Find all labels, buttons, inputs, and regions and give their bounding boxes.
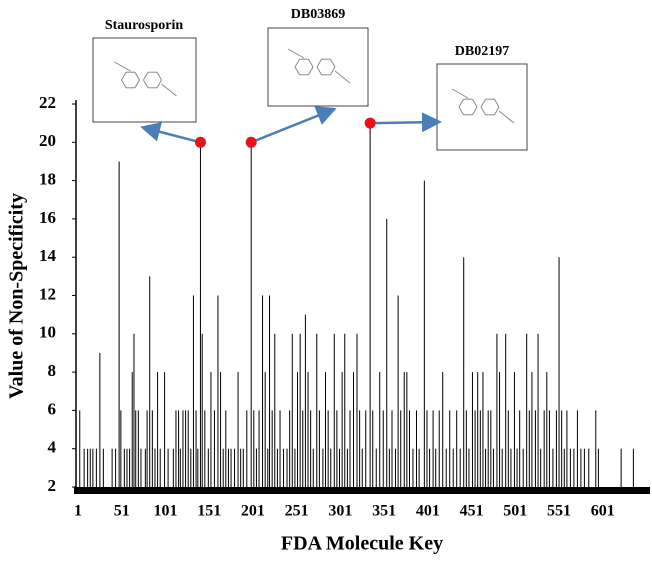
bond	[287, 48, 305, 59]
bond	[156, 79, 162, 89]
bond	[498, 110, 515, 124]
molecule-structure	[287, 48, 351, 84]
x-tick-label: 401	[416, 503, 440, 520]
y-tick-label: 16	[39, 208, 56, 227]
bond	[458, 98, 464, 108]
bond	[308, 66, 314, 76]
bond	[480, 98, 486, 108]
bond	[472, 106, 478, 116]
bond	[494, 106, 500, 116]
x-tick-label: 251	[285, 503, 309, 520]
x-tick-label: 51	[114, 503, 130, 520]
bond	[114, 61, 131, 72]
y-axis-label: Value of Non-Specificity	[6, 193, 28, 399]
x-tick-label: 551	[547, 503, 571, 520]
x-tick-label: 501	[503, 503, 527, 520]
bond	[451, 88, 469, 99]
bond	[334, 70, 351, 84]
highlight-point	[194, 136, 206, 148]
bond	[330, 58, 336, 68]
annotation-arrow	[250, 106, 337, 144]
bond	[330, 66, 336, 76]
x-axis-band	[74, 487, 650, 494]
bond	[494, 98, 500, 108]
y-tick-label: 12	[39, 284, 56, 303]
y-tick-label: 14	[39, 246, 57, 265]
highlight-point	[245, 136, 257, 148]
bond	[316, 58, 322, 68]
x-tick-label: 601	[591, 503, 615, 520]
bond	[472, 98, 478, 108]
molecule-box	[267, 27, 369, 107]
x-tick-label: 101	[153, 503, 177, 520]
x-tick-label: 201	[241, 503, 265, 520]
bond	[480, 106, 486, 116]
annotation-label: Staurosporin	[105, 18, 184, 33]
bond	[134, 79, 140, 89]
bond	[134, 71, 140, 81]
molecule-box	[436, 63, 528, 151]
molecule-structure	[451, 88, 515, 124]
annotation-arrow	[140, 122, 201, 144]
x-tick-label: 351	[372, 503, 396, 520]
y-tick-label: 6	[48, 399, 57, 418]
y-tick-label: 10	[39, 323, 56, 342]
y-tick-label: 2	[48, 476, 57, 495]
bond	[156, 71, 162, 81]
bond	[294, 58, 300, 68]
x-tick-label: 301	[328, 503, 352, 520]
bond	[458, 106, 464, 116]
y-tick-label: 22	[39, 93, 56, 112]
annotation-arrow	[370, 112, 442, 133]
molecule-structure	[114, 61, 177, 97]
y-tick-label: 20	[39, 131, 56, 150]
bond	[121, 71, 127, 81]
bond	[161, 83, 177, 97]
x-tick-label: 151	[197, 503, 221, 520]
bond	[143, 71, 149, 81]
x-tick-label: 1	[74, 503, 82, 520]
x-tick-label: 451	[460, 503, 484, 520]
y-tick-label: 8	[48, 361, 57, 380]
x-axis-label: FDA Molecule Key	[281, 533, 443, 555]
annotation-label: DB03869	[291, 7, 345, 22]
y-tick-label: 18	[39, 170, 56, 189]
highlight-point	[364, 117, 376, 129]
annotation-label: DB02197	[455, 44, 509, 59]
bond	[316, 66, 322, 76]
molecule-box	[92, 37, 197, 123]
bond	[308, 58, 314, 68]
y-tick-label: 4	[48, 438, 57, 457]
bond	[294, 66, 300, 76]
bond	[143, 79, 149, 89]
bond	[121, 79, 127, 89]
